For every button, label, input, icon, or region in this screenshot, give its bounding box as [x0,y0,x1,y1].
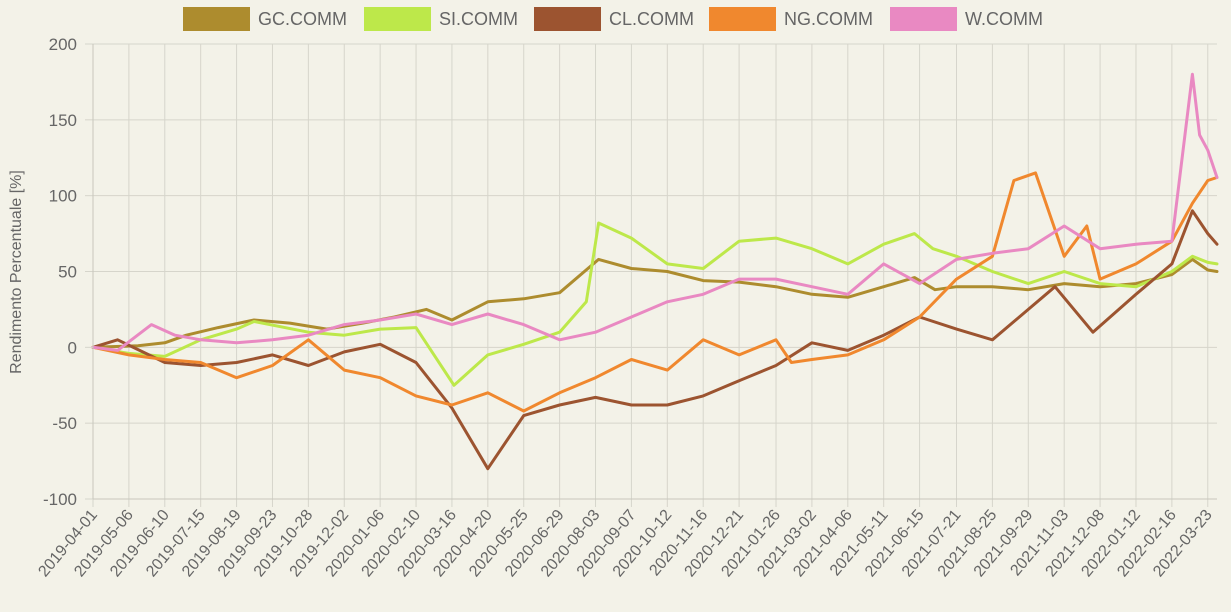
series-line-ng-comm [91,171,1219,413]
legend-item[interactable]: NG.COMM [709,7,873,31]
legend-label: CL.COMM [609,9,694,29]
legend-label: W.COMM [965,9,1043,29]
legend[interactable]: GC.COMM SI.COMM CL.COMM NG.COMM W.COMM [183,7,1043,31]
legend-swatch [534,7,601,31]
y-tick-label: -50 [52,414,77,433]
grid [92,43,1217,507]
series-layer [91,72,1219,471]
legend-item[interactable]: W.COMM [890,7,1043,31]
legend-swatch [709,7,776,31]
legend-label: GC.COMM [258,9,347,29]
y-tick-label: 100 [49,187,77,206]
legend-label: NG.COMM [784,9,873,29]
y-tick-label: 0 [68,338,77,357]
legend-swatch [364,7,431,31]
legend-swatch [183,7,250,31]
y-tick-label: -100 [43,490,77,509]
y-tick-label: 50 [58,263,77,282]
legend-item[interactable]: GC.COMM [183,7,347,31]
series-line-gc-comm [91,257,1219,349]
series-line-cl-comm [91,209,1219,471]
legend-swatch [890,7,957,31]
y-tick-label: 200 [49,35,77,54]
y-axis-label: Rendimento Percentuale [%] [8,170,25,374]
legend-item[interactable]: SI.COMM [364,7,518,31]
legend-label: SI.COMM [439,9,518,29]
y-tick-label: 150 [49,111,77,130]
series-line-si-comm [91,221,1219,387]
series-line-w-comm [91,72,1219,352]
legend-item[interactable]: CL.COMM [534,7,694,31]
axes: 200150100500-50-1002019-04-012019-05-062… [35,35,1217,580]
